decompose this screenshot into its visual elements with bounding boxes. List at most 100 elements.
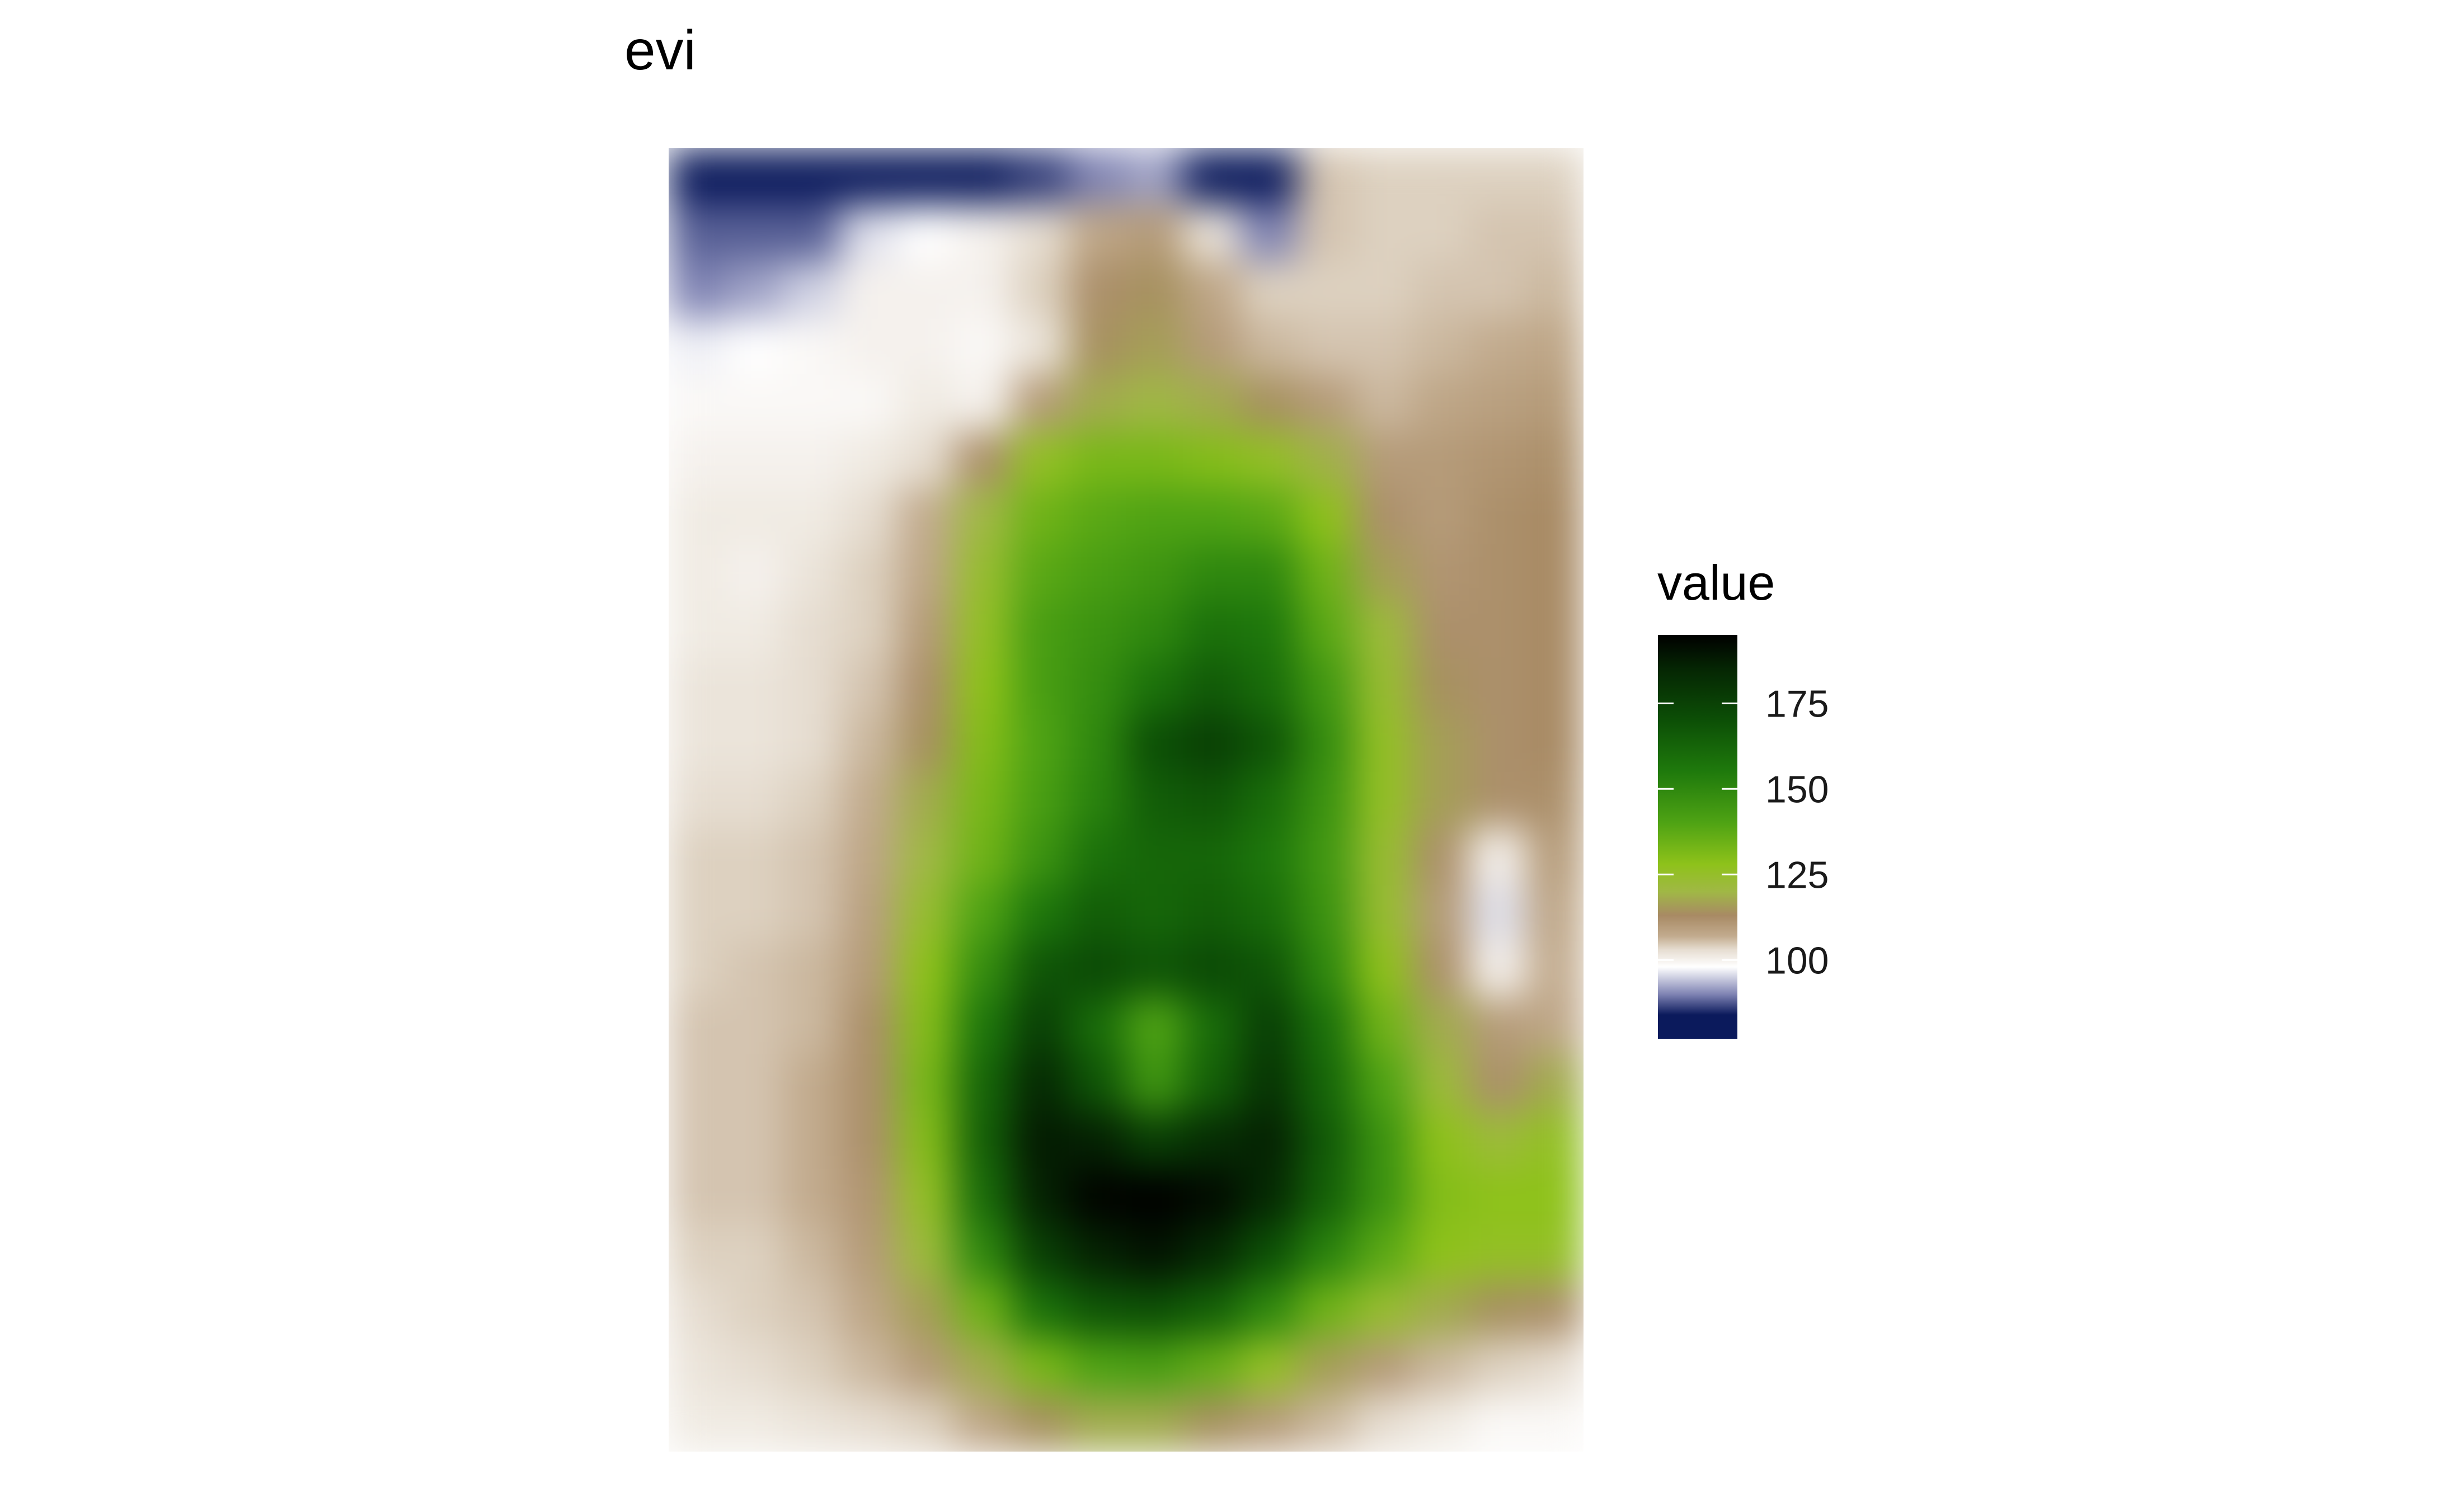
raster-cell [897,941,955,999]
raster-cell [1354,1167,1412,1226]
raster-cell [1354,601,1412,659]
raster-cell [1411,544,1470,602]
raster-cell [782,204,841,262]
raster-cell [1526,884,1584,942]
raster-cell [1240,544,1298,602]
raster-cell [782,884,841,942]
raster-cell [840,261,898,319]
raster-cell [1068,1167,1126,1226]
raster-cell [725,1337,783,1396]
raster-cell [954,1167,1012,1226]
raster-cell [1297,488,1355,545]
raster-cell [1469,148,1527,205]
raster-cell [1068,204,1126,262]
raster-cell [1240,771,1298,829]
raster-cell [782,544,841,602]
raster-cell [1526,998,1584,1056]
raster-cell [782,828,841,885]
raster-cell [725,1111,783,1169]
raster-cell [1240,601,1298,659]
raster-cell [840,658,898,715]
raster-cell [954,1281,1012,1339]
raster-cell [1354,374,1412,432]
raster-cell [1411,771,1470,829]
raster-cell [669,1337,726,1396]
raster-cell [1011,1054,1069,1112]
raster-cell [782,261,841,319]
raster-cell [1354,488,1412,545]
raster-cell [1469,998,1527,1056]
raster-cell [1354,714,1412,772]
raster-cell [840,828,898,885]
raster-cell [1126,884,1184,942]
raster-cell [1297,1395,1355,1452]
raster-cell [1526,261,1584,319]
raster-cell [669,148,726,205]
raster-cell [669,771,726,829]
raster-cell [1411,998,1470,1056]
raster-cell [1297,658,1355,715]
raster-cell [669,1167,726,1226]
raster-cell [1011,658,1069,715]
raster-cell [897,544,955,602]
raster-cell [1068,828,1126,885]
raster-cell [1354,998,1412,1056]
raster-cell [669,488,726,545]
raster-cell [782,1224,841,1282]
raster-cell [954,1054,1012,1112]
raster-cell [954,431,1012,489]
raster-cell [1183,488,1241,545]
raster-cell [782,601,841,659]
raster-cell [1526,828,1584,885]
raster-cell [1354,261,1412,319]
raster-cell [1526,148,1584,205]
raster-cell [840,1281,898,1339]
raster-cell [1183,1224,1241,1282]
raster-cell [669,658,726,715]
raster-cell [1297,1054,1355,1112]
raster-cell [1354,828,1412,885]
raster-cell [1297,204,1355,262]
raster-cell [1411,204,1470,262]
raster-cell [1354,318,1412,375]
raster-cell [897,714,955,772]
raster-cell [1126,374,1184,432]
raster-cell [669,1111,726,1169]
raster-cell [1354,1054,1412,1112]
raster-cell [1526,374,1584,432]
raster-cell [1126,658,1184,715]
raster-cell [1354,1281,1412,1339]
raster-cell [1297,1337,1355,1396]
raster-cell [1469,1395,1527,1452]
raster-cell [669,884,726,942]
raster-cell [1469,261,1527,319]
raster-cell [954,658,1012,715]
raster-cell [1011,1281,1069,1339]
raster-cell [725,1395,783,1452]
raster-cell [782,488,841,545]
raster-cell [782,374,841,432]
raster-cell [1240,658,1298,715]
raster-cell [840,318,898,375]
raster-cell [1011,488,1069,545]
raster-cell [1240,714,1298,772]
raster-cell [1240,1395,1298,1452]
raster-cell [1526,658,1584,715]
raster-cell [1411,261,1470,319]
raster-cell [897,771,955,829]
raster-cell [725,828,783,885]
raster-cell [1068,488,1126,545]
raster-cell [725,148,783,205]
raster-cell [725,771,783,829]
raster-cell [669,261,726,319]
raster-cell [1126,1281,1184,1339]
raster-cell [1297,318,1355,375]
raster-cell [1297,374,1355,432]
raster-cell [897,1337,955,1396]
raster-cell [1183,828,1241,885]
raster-cell [1411,374,1470,432]
raster-cell [1526,1111,1584,1169]
raster-cell [725,1054,783,1112]
raster-cell [725,601,783,659]
raster-cell [1411,1281,1470,1339]
